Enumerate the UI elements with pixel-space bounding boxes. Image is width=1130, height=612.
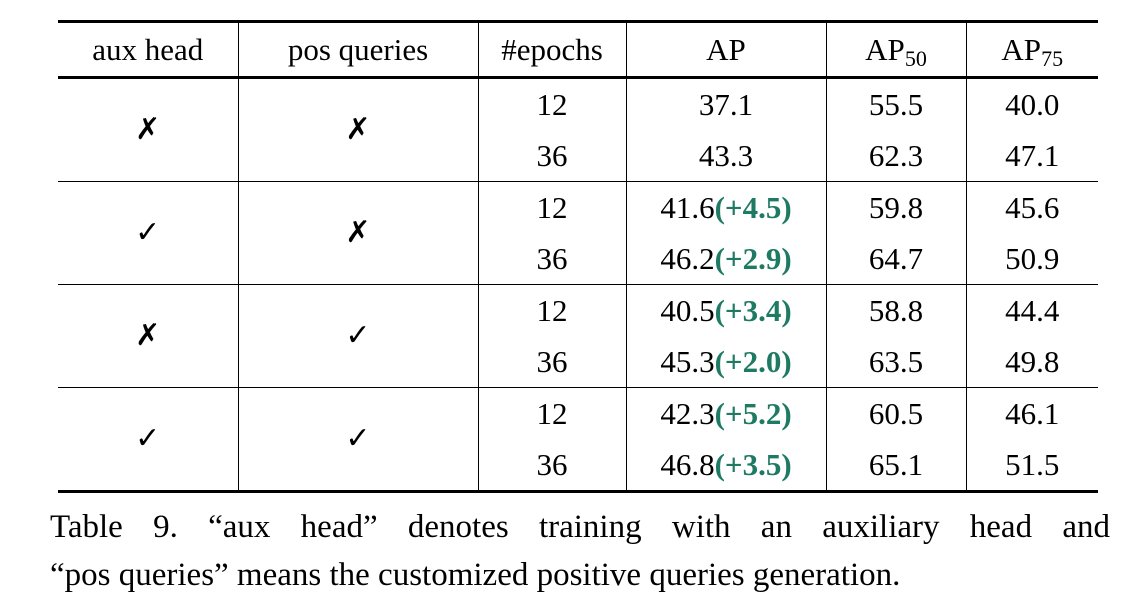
epochs-cell: 36 — [477, 233, 626, 285]
ap-cell: 43.3 — [625, 130, 826, 182]
ap75-cell: 49.8 — [965, 336, 1098, 388]
ap-gain: (+2.0) — [714, 344, 792, 379]
epochs-cell: 12 — [477, 284, 626, 336]
table-row: ✓ ✗ 12 41.6(+4.5) 59.8 45.6 — [58, 181, 1098, 285]
ap-gain: (+3.5) — [714, 447, 792, 482]
ap50-cell: 65.1 — [825, 439, 966, 492]
pos-queries-mark: ✓ — [237, 387, 478, 492]
pos-queries-mark: ✗ — [237, 77, 478, 182]
pos-queries-mark: ✓ — [237, 284, 478, 388]
header-row: aux head pos queries #epochs AP AP50 AP7… — [58, 21, 1098, 78]
ap75-cell: 44.4 — [965, 284, 1098, 336]
ap75-cell: 50.9 — [965, 233, 1098, 285]
ap50-cell: 59.8 — [825, 181, 966, 233]
ap50-cell: 64.7 — [825, 233, 966, 285]
epochs-cell: 36 — [477, 439, 626, 492]
epochs-cell: 36 — [477, 130, 626, 182]
epochs-cell: 12 — [477, 387, 626, 439]
caption-line-1: Table 9. “aux head” denotes training wit… — [50, 509, 1110, 545]
table-caption: Table 9. “aux head” denotes training wit… — [50, 503, 1110, 599]
header-pos-queries: pos queries — [237, 21, 478, 78]
ap75-cell: 51.5 — [965, 439, 1098, 492]
ap-value: 42.3 — [660, 396, 715, 431]
ap-value: 45.3 — [660, 344, 715, 379]
ap75-cell: 47.1 — [965, 130, 1098, 182]
epochs-cell: 12 — [477, 77, 626, 130]
ap75-cell: 46.1 — [965, 387, 1098, 439]
table-row: ✗ ✓ 12 40.5(+3.4) 58.8 44.4 — [58, 284, 1098, 388]
ap-value: 46.2 — [660, 241, 715, 276]
header-epochs: #epochs — [477, 21, 626, 78]
ap75-cell: 45.6 — [965, 181, 1098, 233]
header-aux-head: aux head — [92, 32, 204, 67]
ap75-cell: 40.0 — [965, 77, 1098, 130]
ap-gain: (+5.2) — [714, 396, 792, 431]
aux-head-mark: ✓ — [135, 215, 161, 250]
ap-gain: (+2.9) — [714, 241, 792, 276]
table-row: ✓ ✓ 12 42.3(+5.2) 60.5 46.1 — [58, 387, 1098, 492]
header-ap50-sub: 50 — [904, 46, 927, 71]
ap-cell: 37.1 — [625, 77, 826, 130]
aux-head-mark: ✗ — [135, 318, 161, 353]
table-row: 36 46.2(+2.9) 64.7 50.9 — [58, 233, 1098, 285]
ap50-cell: 60.5 — [825, 387, 966, 439]
ap-cell: 40.5(+3.4) — [625, 284, 826, 336]
ap-value: 43.3 — [698, 138, 754, 173]
table-row: ✗ ✗ 12 37.1 55.5 40.0 — [58, 77, 1098, 182]
ap-gain: (+4.5) — [714, 190, 792, 225]
ap50-cell: 63.5 — [825, 336, 966, 388]
epochs-cell: 36 — [477, 336, 626, 388]
header-ap50: AP50 — [825, 21, 966, 78]
ap-value: 41.6 — [660, 190, 715, 225]
ap-gain: (+3.4) — [714, 293, 792, 328]
header-ap75: AP75 — [965, 21, 1098, 78]
aux-head-mark: ✓ — [135, 421, 161, 456]
ablation-table: aux head pos queries #epochs AP AP50 AP7… — [58, 20, 1098, 493]
header-ap: AP — [625, 21, 826, 78]
ap-cell: 41.6(+4.5) — [625, 181, 826, 233]
header-ap75-base: AP — [1001, 32, 1042, 67]
ap50-cell: 55.5 — [825, 77, 966, 130]
ap-value: 46.8 — [660, 447, 715, 482]
epochs-cell: 12 — [477, 181, 626, 233]
header-ap75-sub: 75 — [1041, 46, 1064, 71]
table-row: 36 45.3(+2.0) 63.5 49.8 — [58, 336, 1098, 388]
table-header: aux head pos queries #epochs AP AP50 AP7… — [58, 21, 1098, 78]
ap-value: 40.5 — [660, 293, 715, 328]
results-table-container: aux head pos queries #epochs AP AP50 AP7… — [58, 20, 1098, 493]
header-ap50-base: AP — [865, 32, 905, 67]
ap-cell: 42.3(+5.2) — [625, 387, 826, 439]
aux-head-mark: ✗ — [135, 112, 161, 147]
ap-value: 37.1 — [698, 87, 754, 122]
table-row: 36 43.3 62.3 47.1 — [58, 130, 1098, 182]
ap-cell: 46.2(+2.9) — [625, 233, 826, 285]
table-row: 36 46.8(+3.5) 65.1 51.5 — [58, 439, 1098, 492]
pos-queries-mark: ✗ — [237, 181, 478, 285]
ap50-cell: 62.3 — [825, 130, 966, 182]
ap-cell: 46.8(+3.5) — [625, 439, 826, 492]
caption-line-2: “pos queries” means the customized posit… — [50, 557, 901, 593]
ap-cell: 45.3(+2.0) — [625, 336, 826, 388]
ap50-cell: 58.8 — [825, 284, 966, 336]
table-body: ✗ ✗ 12 37.1 55.5 40.0 36 43.3 62.3 47.1 … — [58, 77, 1098, 492]
